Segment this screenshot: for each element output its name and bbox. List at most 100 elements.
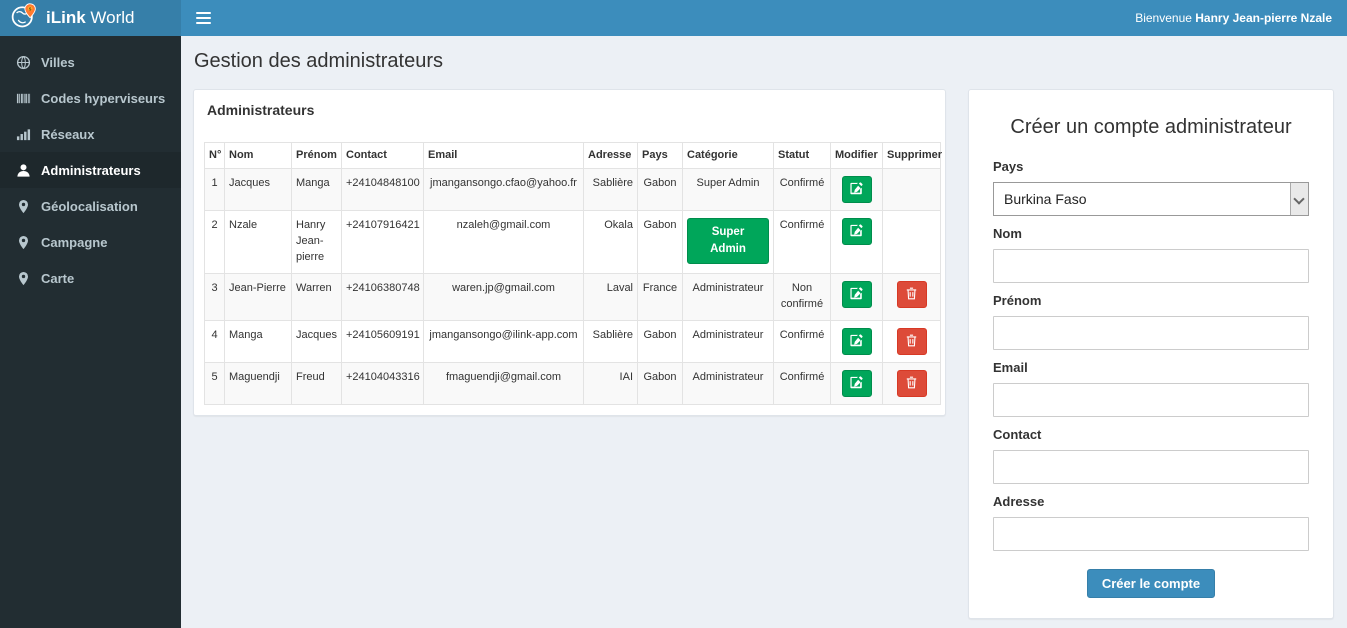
sidebar-toggle-icon[interactable] bbox=[181, 0, 225, 36]
cell-prenom: Jacques bbox=[291, 320, 342, 364]
table-row: 5 Maguendji Freud +24104043316 fmaguendji@gm… bbox=[204, 362, 941, 406]
page-title: Gestion des administrateurs bbox=[194, 50, 444, 72]
email-input[interactable] bbox=[993, 383, 1309, 417]
navbar: Bienvenue Hanry Jean-pierre Nzale bbox=[181, 0, 1347, 36]
column-header: Email bbox=[423, 141, 584, 170]
column-header: Contact bbox=[341, 141, 424, 170]
table-row: 4 Manga Jacques +24105609191 jmangansongo@il… bbox=[204, 320, 941, 364]
form-title: Créer un compte administrateur bbox=[1010, 116, 1292, 138]
edit-button[interactable] bbox=[841, 176, 872, 204]
sidebar-item-codes-hyperviseurs[interactable]: Codes hyperviseurs bbox=[0, 80, 181, 116]
cell-pays: France bbox=[637, 273, 683, 322]
bar-chart-icon bbox=[15, 127, 31, 142]
edit-button[interactable] bbox=[841, 281, 872, 309]
table-header-row: N° Nom Prénom Contact Email Adresse Pays Catégo… bbox=[204, 141, 942, 170]
sidebar-item-label: Carte bbox=[41, 270, 75, 286]
cell-categorie: Administrateur bbox=[682, 320, 774, 364]
field-label: Email bbox=[993, 360, 1028, 375]
cell-modifier bbox=[830, 210, 883, 275]
cell-pays: Gabon bbox=[637, 168, 683, 212]
select-wrapper: Burkina Faso bbox=[993, 182, 1309, 216]
prenom-input[interactable] bbox=[993, 316, 1309, 350]
table-row: 3 Jean-Pierre Warren +24106380748 waren.jp@g… bbox=[204, 273, 941, 322]
form-group: Prénom bbox=[993, 293, 1309, 350]
sidebar-item-campagne[interactable]: Campagne bbox=[0, 224, 181, 260]
table-row: 1 Jacques Manga +24104848100 jmangansongo.cf… bbox=[204, 168, 941, 212]
administrators-panel: Administrateurs N° Nom Prénom Contact Email A… bbox=[193, 89, 946, 417]
main-content: Gestion des administrateurs Administrate… bbox=[181, 36, 1347, 628]
cell-prenom: Hanry Jean-pierre bbox=[291, 210, 342, 275]
create-account-button[interactable]: Créer le compte bbox=[1086, 569, 1216, 598]
brand-title: iLink World bbox=[46, 8, 135, 27]
nom-input[interactable] bbox=[993, 249, 1309, 283]
cell-statut: Non confirmé bbox=[773, 273, 831, 322]
cell-nom: Maguendji bbox=[224, 362, 292, 406]
edit-button[interactable] bbox=[841, 218, 872, 246]
cell-modifier bbox=[830, 362, 883, 406]
cell-statut: Confirmé bbox=[773, 362, 831, 406]
edit-pencil-icon bbox=[850, 224, 863, 240]
top-bar: $ iLink World Bienvenue Hanry Jean-pierr… bbox=[0, 0, 1347, 36]
administrators-table: N° Nom Prénom Contact Email Adresse Pays Catégo… bbox=[204, 141, 942, 406]
cell-adresse: Sablière bbox=[583, 320, 638, 364]
cell-pays: Gabon bbox=[637, 362, 683, 406]
delete-button[interactable] bbox=[896, 328, 927, 356]
cell-num: 3 bbox=[204, 273, 225, 322]
pays-select[interactable]: Burkina Faso bbox=[993, 182, 1309, 216]
column-header: Catégorie bbox=[682, 141, 774, 170]
cell-email: jmangansongo@ilink-app.com bbox=[423, 320, 584, 364]
sidebar-item-villes[interactable]: Villes bbox=[0, 44, 181, 80]
contact-input[interactable] bbox=[993, 450, 1309, 484]
table-row: 2 Nzale Hanry Jean-pierre +24107916421 nzale… bbox=[204, 210, 941, 275]
cell-statut: Confirmé bbox=[773, 210, 831, 275]
sidebar-item-carte[interactable]: Carte bbox=[0, 260, 181, 296]
cell-modifier bbox=[830, 273, 883, 322]
sidebar-item-administrateurs[interactable]: Administrateurs bbox=[0, 152, 181, 188]
form-group: Pays Burkina Faso bbox=[993, 159, 1309, 216]
cell-adresse: Okala bbox=[583, 210, 638, 275]
cell-contact: +24105609191 bbox=[341, 320, 424, 364]
cell-adresse: Laval bbox=[583, 273, 638, 322]
sidebar: Villes Codes hyperviseurs Réseaux Administr… bbox=[0, 36, 181, 628]
svg-text:$: $ bbox=[29, 6, 32, 12]
sidebar-item-reseaux[interactable]: Réseaux bbox=[0, 116, 181, 152]
ilink-globe-pin-icon: $ bbox=[10, 2, 38, 35]
app-logo: $ iLink World bbox=[0, 0, 181, 36]
sidebar-item-geolocalisation[interactable]: Géolocalisation bbox=[0, 188, 181, 224]
cell-contact: +24106380748 bbox=[341, 273, 424, 322]
column-header: Pays bbox=[637, 141, 683, 170]
cell-contact: +24104848100 bbox=[341, 168, 424, 212]
form-group: Adresse bbox=[993, 494, 1309, 551]
cell-modifier bbox=[830, 320, 883, 364]
trash-icon bbox=[906, 287, 917, 303]
cell-prenom: Freud bbox=[291, 362, 342, 406]
cell-prenom: Warren bbox=[291, 273, 342, 322]
super-admin-badge[interactable]: Super Admin bbox=[687, 218, 769, 264]
edit-button[interactable] bbox=[841, 328, 872, 356]
delete-button[interactable] bbox=[896, 281, 927, 309]
cell-contact: +24107916421 bbox=[341, 210, 424, 275]
cell-pays: Gabon bbox=[637, 210, 683, 275]
sidebar-item-label: Campagne bbox=[41, 234, 108, 250]
sidebar-item-label: Administrateurs bbox=[41, 162, 141, 178]
adresse-input[interactable] bbox=[993, 517, 1309, 551]
map-marker-icon bbox=[15, 271, 31, 286]
welcome-text: Bienvenue Hanry Jean-pierre Nzale bbox=[1135, 11, 1332, 25]
map-marker-icon bbox=[15, 199, 31, 214]
cell-categorie: Super Admin bbox=[682, 168, 774, 212]
edit-pencil-icon bbox=[850, 375, 863, 392]
cell-pays: Gabon bbox=[637, 320, 683, 364]
cell-nom: Jacques bbox=[224, 168, 292, 212]
column-header: Statut bbox=[773, 141, 831, 170]
delete-button[interactable] bbox=[896, 370, 927, 398]
sidebar-item-label: Codes hyperviseurs bbox=[41, 90, 166, 106]
sidebar-item-label: Réseaux bbox=[41, 126, 95, 142]
cell-email: fmaguendji@gmail.com bbox=[423, 362, 584, 406]
edit-pencil-icon bbox=[850, 333, 863, 350]
edit-button[interactable] bbox=[841, 370, 872, 398]
cell-num: 1 bbox=[204, 168, 225, 212]
cell-num: 5 bbox=[204, 362, 225, 406]
cell-supprimer bbox=[882, 210, 941, 275]
cell-contact: +24104043316 bbox=[341, 362, 424, 406]
form-group: Nom bbox=[993, 226, 1309, 283]
